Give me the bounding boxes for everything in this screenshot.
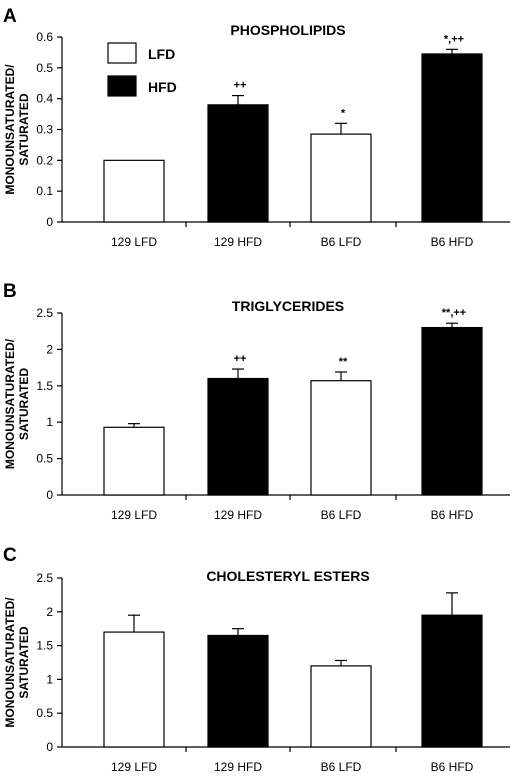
significance-marker: ++ [234, 353, 247, 365]
panel-letter: B [3, 281, 17, 302]
significance-marker: ** [339, 356, 348, 368]
chart-panel-c: C CHOLESTERYL ESTERS MONOUNSATURATED/SATUR… [3, 545, 510, 774]
legend-label-lfd: LFD [148, 46, 175, 62]
y-tick-label: 2.5 [36, 571, 53, 585]
y-axis-label-line2: SATURATED [17, 93, 31, 166]
y-tick-label: 1.5 [36, 639, 53, 653]
bar-129-hfd [207, 104, 269, 223]
x-category-label: 129 LFD [111, 508, 157, 522]
y-tick-label: 0.1 [36, 184, 53, 198]
chart-panel-b: B TRIGLYCERIDES MONOUNSATURATED/SATURATED 0… [3, 281, 510, 522]
y-tick-label: 0 [46, 488, 53, 502]
legend-swatch-lfd [107, 42, 137, 64]
y-tick-label: 1 [46, 415, 53, 429]
y-axis-label-line1: MONOUNSATURATED/ [3, 597, 17, 728]
x-category-label: B6 LFD [321, 508, 362, 522]
x-category-label: B6 HFD [431, 235, 474, 249]
chart-title: TRIGLYCERIDES [232, 298, 344, 314]
y-tick-label: 2 [46, 605, 53, 619]
bar-129-lfd [103, 426, 165, 496]
x-category-label: 129 LFD [111, 760, 157, 774]
chart-title: CHOLESTERYL ESTERS [206, 568, 369, 584]
y-axis-label: MONOUNSATURATED/SATURATED [3, 64, 31, 195]
y-tick-label: 1 [46, 672, 53, 686]
significance-marker: ++ [234, 80, 247, 92]
legend: LFD HFD [107, 42, 177, 97]
bar-129-hfd [207, 377, 269, 496]
panel-letter: C [3, 545, 17, 566]
x-category-label: B6 HFD [431, 508, 474, 522]
y-axis-label: MONOUNSATURATED/SATURATED [3, 597, 31, 728]
y-tick-label: 0.5 [36, 706, 53, 720]
y-tick-label: 0.6 [36, 30, 53, 44]
x-category-label: 129 LFD [111, 235, 157, 249]
significance-marker: *,++ [444, 33, 464, 45]
x-category-label: B6 LFD [321, 235, 362, 249]
y-tick-label: 0.3 [36, 123, 53, 137]
bar-b6-lfd [310, 665, 372, 748]
y-tick-label: 2.5 [36, 306, 53, 320]
bar-b6-hfd [421, 614, 483, 748]
significance-marker: **,++ [442, 307, 466, 319]
x-category-label: 129 HFD [214, 760, 262, 774]
y-axis-label-line2: SATURATED [17, 368, 31, 441]
y-tick-label: 0.5 [36, 452, 53, 466]
bar-129-hfd [207, 634, 269, 748]
y-axis-label-line1: MONOUNSATURATED/ [3, 338, 17, 469]
y-axis-label: MONOUNSATURATED/SATURATED [3, 338, 31, 469]
chart-title: PHOSPHOLIPIDS [230, 22, 345, 38]
legend-swatch-hfd [107, 75, 137, 97]
significance-marker: * [341, 107, 346, 119]
x-category-label: 129 HFD [214, 235, 262, 249]
y-axis-label-line2: SATURATED [17, 626, 31, 699]
bar-b6-lfd [310, 380, 372, 496]
chart-panel-a: A PHOSPHOLIPIDS MONOUNSATURATED/SATURATED 0… [3, 6, 510, 249]
y-tick-label: 0.5 [36, 61, 53, 75]
y-tick-label: 1.5 [36, 379, 53, 393]
y-axis-label-line1: MONOUNSATURATED/ [3, 64, 17, 195]
bar-129-lfd [103, 159, 165, 223]
bar-129-lfd [103, 631, 165, 748]
y-tick-label: 2 [46, 342, 53, 356]
bar-b6-lfd [310, 133, 372, 223]
y-tick-label: 0 [46, 215, 53, 229]
bar-b6-hfd [421, 53, 483, 223]
x-category-label: B6 LFD [321, 760, 362, 774]
x-category-label: 129 HFD [214, 508, 262, 522]
panel-letter: A [3, 6, 17, 27]
y-tick-label: 0 [46, 740, 53, 754]
y-tick-label: 0.2 [36, 153, 53, 167]
y-tick-label: 0.4 [36, 92, 53, 106]
legend-label-hfd: HFD [148, 79, 177, 95]
bar-b6-hfd [421, 326, 483, 496]
x-category-label: B6 HFD [431, 760, 474, 774]
